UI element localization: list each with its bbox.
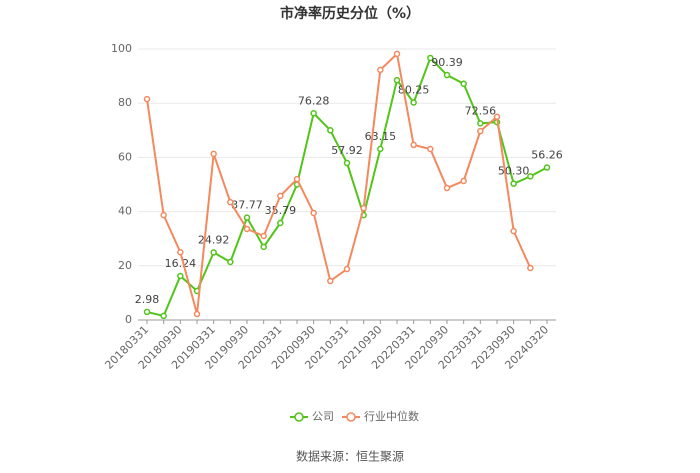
value-label: 37.77 bbox=[231, 199, 263, 212]
point bbox=[227, 198, 234, 206]
point bbox=[493, 113, 501, 120]
legend-label: 公司 bbox=[312, 410, 334, 423]
point bbox=[243, 214, 251, 221]
point bbox=[343, 159, 351, 167]
y-tick-label: 20 bbox=[118, 259, 132, 272]
y-tick-label: 0 bbox=[125, 313, 132, 326]
value-label: 72.56 bbox=[465, 104, 497, 117]
point bbox=[427, 54, 434, 62]
point bbox=[477, 127, 484, 135]
point bbox=[360, 204, 367, 212]
point bbox=[293, 175, 301, 183]
point bbox=[310, 209, 317, 217]
point bbox=[510, 180, 517, 187]
value-label: 16.24 bbox=[165, 257, 197, 270]
point bbox=[443, 184, 451, 192]
point bbox=[377, 145, 384, 153]
value-label: 50.30 bbox=[498, 165, 530, 178]
point bbox=[243, 225, 251, 233]
point bbox=[393, 50, 401, 58]
point bbox=[143, 95, 151, 103]
value-label: 35.79 bbox=[265, 204, 297, 217]
point bbox=[377, 66, 384, 74]
point bbox=[410, 141, 417, 149]
point bbox=[177, 249, 184, 256]
chart-title: 市净率历史分位（%） bbox=[280, 5, 420, 22]
point bbox=[143, 308, 151, 316]
point bbox=[310, 110, 317, 117]
point bbox=[327, 127, 334, 134]
point bbox=[277, 192, 284, 200]
value-label: 57.92 bbox=[331, 144, 363, 157]
point bbox=[193, 310, 201, 318]
point bbox=[160, 211, 167, 219]
point bbox=[460, 80, 467, 87]
point bbox=[460, 177, 467, 185]
point bbox=[277, 219, 284, 227]
source: 数据来源：恒生聚源 bbox=[296, 449, 404, 464]
value-label: 56.26 bbox=[531, 149, 563, 162]
value-label: 2.98 bbox=[135, 293, 160, 306]
point bbox=[260, 232, 267, 240]
point bbox=[327, 277, 334, 285]
value-label: 90.39 bbox=[431, 56, 463, 69]
point bbox=[210, 150, 217, 158]
y-tick-label: 80 bbox=[118, 96, 132, 109]
legend-label: 行业中位数 bbox=[364, 409, 419, 423]
value-label: 24.92 bbox=[198, 233, 230, 246]
point bbox=[227, 258, 234, 266]
value-label: 80.25 bbox=[398, 84, 430, 97]
point bbox=[210, 249, 217, 256]
point bbox=[543, 164, 551, 171]
point bbox=[443, 71, 451, 79]
point bbox=[477, 120, 484, 127]
point bbox=[393, 76, 401, 84]
point bbox=[527, 173, 534, 180]
series-line bbox=[146, 56, 548, 318]
point bbox=[410, 99, 417, 106]
point bbox=[427, 145, 434, 153]
series-line bbox=[146, 51, 532, 315]
legend-marker bbox=[346, 412, 356, 422]
y-tick-label: 100 bbox=[111, 42, 132, 55]
y-tick-label: 40 bbox=[118, 205, 132, 218]
point bbox=[527, 264, 534, 272]
point bbox=[177, 272, 184, 280]
point bbox=[510, 227, 517, 235]
value-label: 76.28 bbox=[298, 94, 330, 107]
point bbox=[260, 243, 267, 251]
y-tick-label: 60 bbox=[118, 150, 132, 163]
point bbox=[343, 265, 351, 273]
value-label: 63.15 bbox=[365, 130, 397, 143]
point bbox=[160, 312, 167, 320]
legend-marker bbox=[294, 412, 304, 422]
